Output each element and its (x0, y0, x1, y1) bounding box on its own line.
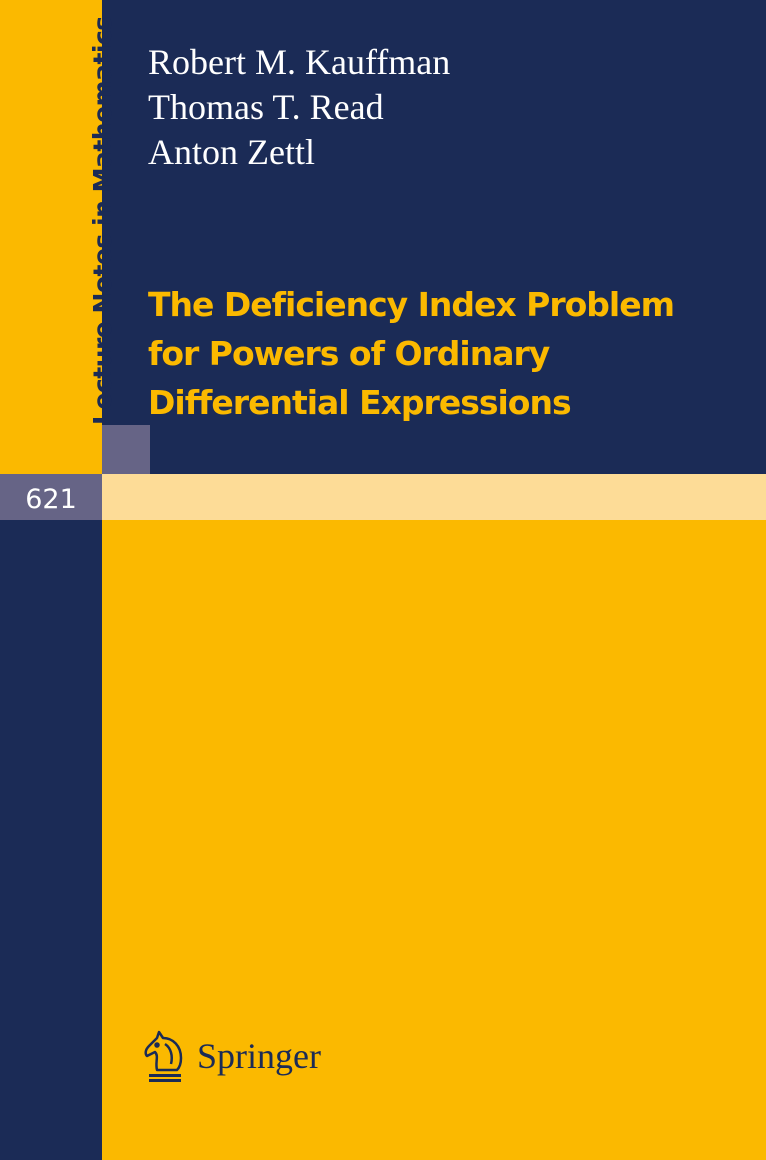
title-line: The Deficiency Index Problem (148, 285, 675, 324)
author: Anton Zettl (148, 132, 315, 172)
knight-horse-logo-icon (144, 1030, 183, 1082)
decorative-square (102, 425, 150, 474)
decorative-band (102, 474, 766, 520)
series-name: Lecture Notes in Mathematics (88, 16, 117, 425)
author: Thomas T. Read (148, 87, 384, 127)
title-panel (102, 0, 766, 474)
title-line: for Powers of Ordinary (148, 334, 550, 373)
title-line: Differential Expressions (148, 383, 572, 422)
series-panel (0, 0, 102, 474)
volume-number: 621 (0, 474, 102, 520)
book-title: The Deficiency Index Problem for Powers … (148, 280, 675, 427)
spine-strip (0, 520, 102, 1160)
publisher-logo: Springer (143, 1030, 321, 1082)
publisher-name: Springer (197, 1036, 321, 1076)
author-list: Robert M. Kauffman Thomas T. Read Anton … (148, 40, 450, 175)
author: Robert M. Kauffman (148, 42, 451, 82)
